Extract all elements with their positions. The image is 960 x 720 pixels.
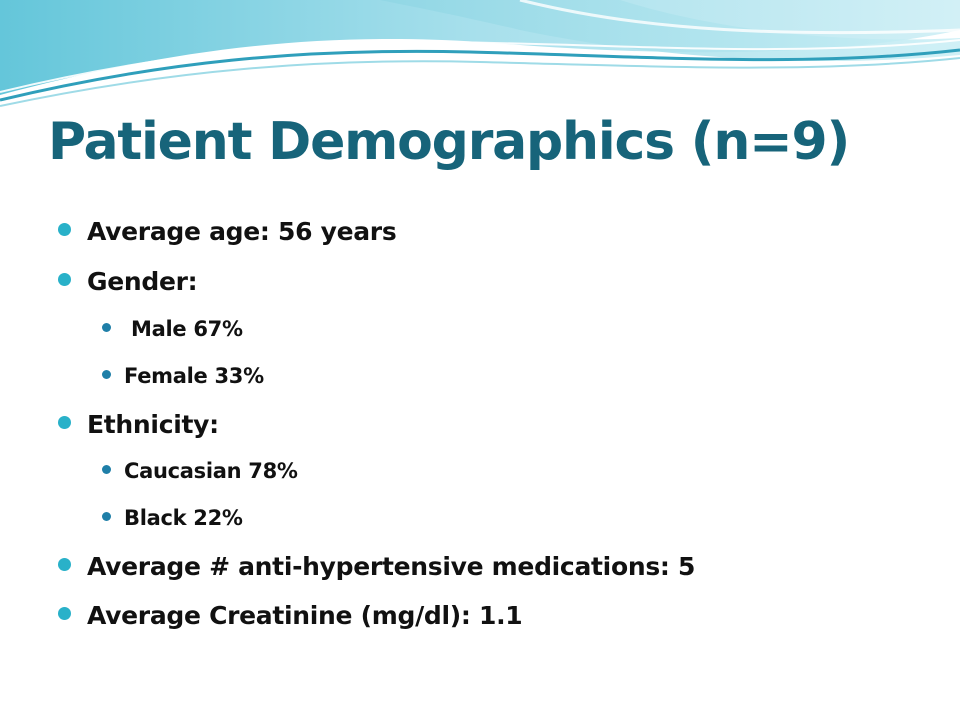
decorative-wave-banner: [0, 0, 960, 107]
bullet-dot-icon: [102, 464, 111, 474]
bullet-text: Female 33%: [124, 364, 264, 388]
bullet-text: Ethnicity:: [87, 410, 219, 439]
slide-title: Patient Demographics (n=9): [48, 112, 850, 172]
bullet-dot-icon: [58, 557, 71, 571]
sub-item-caucasian: Caucasian 78%: [102, 455, 298, 486]
list-item-average-creatinine: Average Creatinine (mg/dl): 1.1: [58, 598, 523, 633]
bullet-dot-icon: [102, 322, 111, 332]
list-item-average-medications: Average # anti-hypertensive medications:…: [58, 549, 695, 584]
bullet-text: Average Creatinine (mg/dl): 1.1: [87, 601, 523, 630]
bullet-text: Black 22%: [124, 506, 243, 530]
bullet-text: Gender:: [87, 267, 198, 296]
list-item-average-age: Average age: 56 years: [58, 214, 397, 249]
sub-item-black: Black 22%: [102, 502, 243, 533]
bullet-text: Male 67%: [124, 317, 243, 341]
list-item-gender: Gender:: [58, 264, 198, 299]
bullet-dot-icon: [58, 272, 71, 286]
bullet-dot-icon: [58, 415, 71, 429]
bullet-dot-icon: [58, 606, 71, 620]
bullet-dot-icon: [102, 511, 111, 521]
sub-item-female: Female 33%: [102, 360, 264, 391]
bullet-text: Average # anti-hypertensive medications:…: [87, 552, 696, 581]
bullet-dot-icon: [102, 369, 111, 379]
bullet-text: Average age: 56 years: [87, 217, 397, 246]
sub-item-male: Male 67%: [102, 313, 243, 344]
bullet-dot-icon: [58, 222, 71, 236]
list-item-ethnicity: Ethnicity:: [58, 407, 219, 442]
bullet-text: Caucasian 78%: [124, 459, 298, 483]
